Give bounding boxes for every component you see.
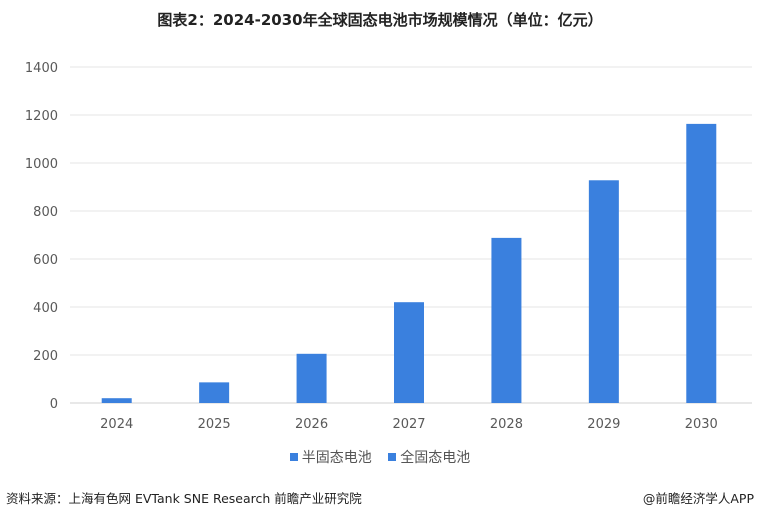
bar (588, 180, 619, 403)
legend-item-semi-solid: 半固态电池 (289, 447, 372, 467)
chart-title: 图表2：2024-2030年全球固态电池市场规模情况（单位：亿元） (157, 11, 603, 29)
y-tick-label: 1400 (25, 61, 58, 76)
x-tick-label: 2027 (392, 417, 425, 432)
x-tick-label: 2025 (198, 417, 231, 432)
legend-label: 半固态电池 (301, 450, 372, 466)
source-note: 资料来源：上海有色网 EVTank SNE Research 前瞻产业研究院 (6, 491, 362, 506)
bar (199, 382, 230, 403)
bar (296, 353, 327, 403)
brand-credit: @前瞻经济学人APP (642, 491, 754, 506)
legend: 半固态电池 全固态电池 (0, 447, 760, 467)
bar (491, 237, 522, 403)
legend-swatch (388, 453, 397, 461)
y-tick-label: 200 (33, 349, 58, 364)
bar (101, 398, 132, 403)
x-tick-label: 2030 (685, 417, 718, 432)
y-tick-label: 1200 (25, 109, 58, 124)
legend-label: 全固态电池 (400, 450, 471, 466)
legend-item-all-solid: 全固态电池 (388, 447, 470, 467)
y-tick-label: 0 (50, 397, 58, 412)
bar-chart: 0 200 400 600 800 1000 1200 1400 2024 2025 2026 202… (25, 61, 752, 432)
bar (394, 302, 424, 403)
x-tick-label: 2026 (295, 417, 328, 432)
y-tick-label: 600 (33, 253, 58, 268)
x-tick-label: 2024 (100, 417, 133, 432)
legend-swatch (289, 453, 298, 461)
y-tick-label: 800 (33, 205, 58, 220)
y-tick-label: 400 (33, 301, 58, 316)
bar (686, 123, 717, 403)
x-tick-label: 2029 (587, 417, 620, 432)
y-tick-label: 1000 (25, 157, 58, 172)
x-tick-label: 2028 (490, 417, 523, 432)
